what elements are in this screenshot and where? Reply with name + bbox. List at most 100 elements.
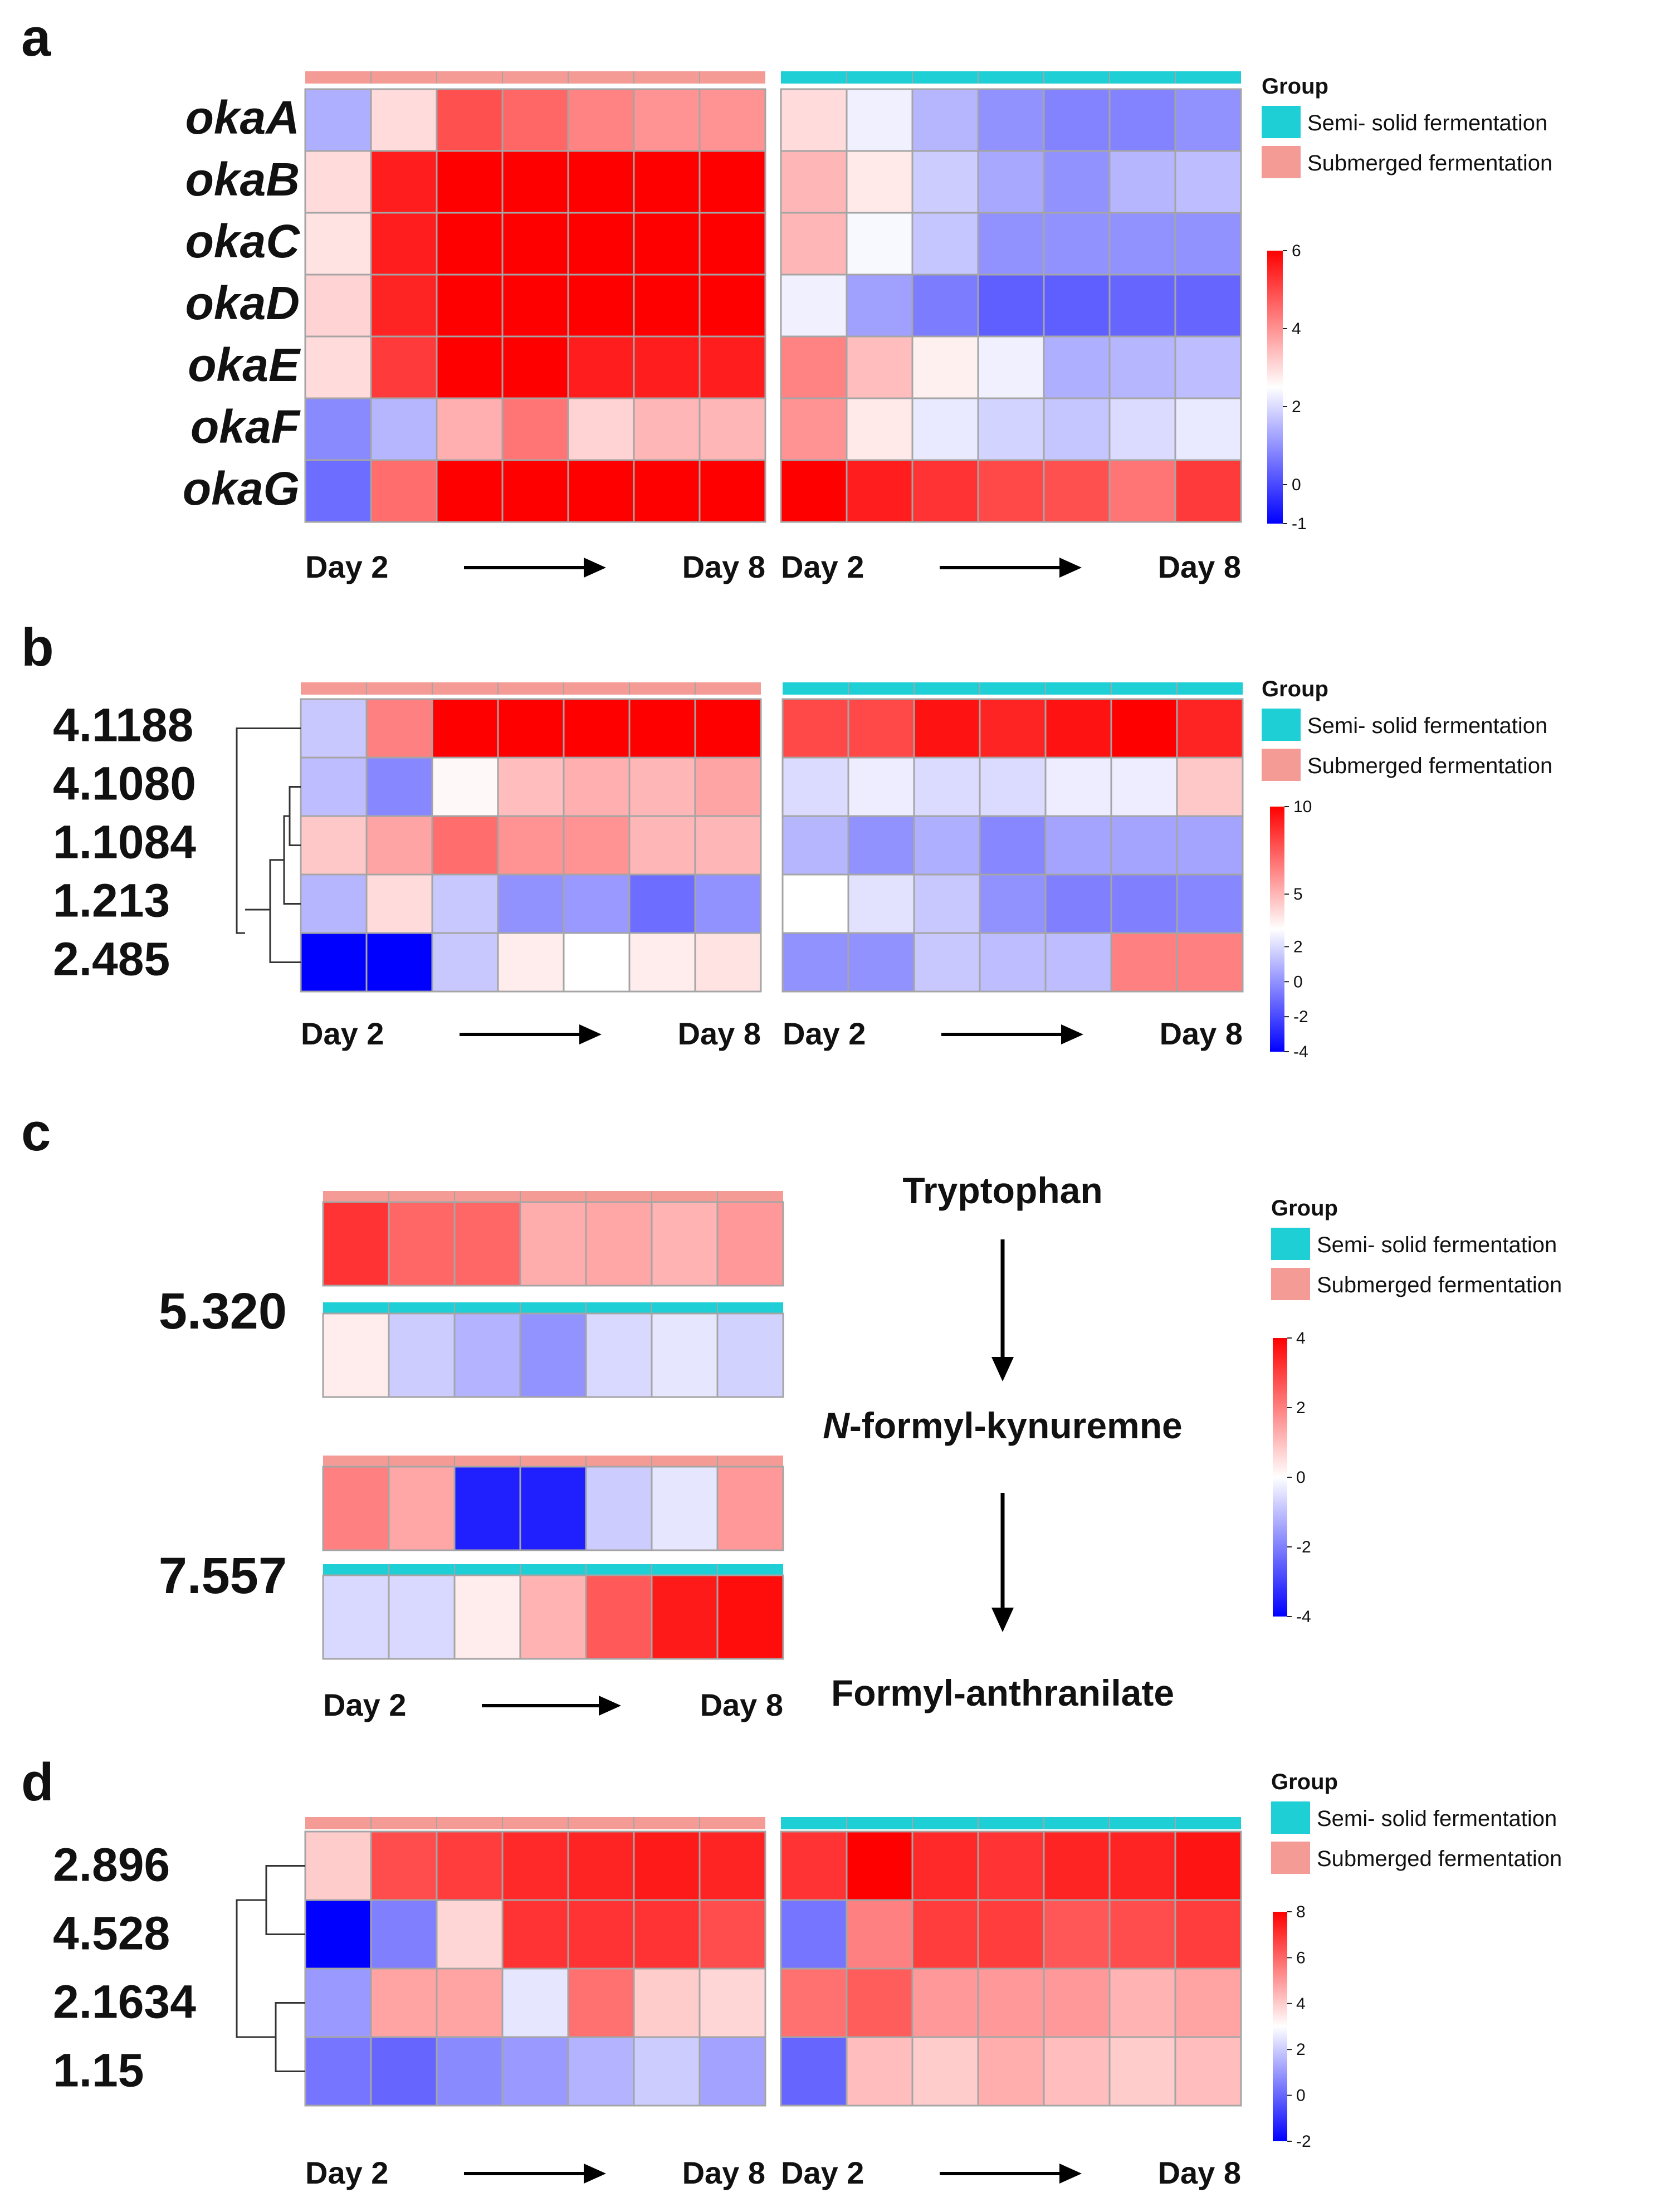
dendrogram-branch [289,786,301,846]
heatmap-cell [304,150,372,214]
heatmap-cell [1043,1899,1111,1970]
x-start-label: Day 2 [783,1016,866,1051]
heatmap-cell [781,873,849,934]
heatmap-cell [913,698,981,759]
colorbar-tick-label: 0 [1293,973,1303,991]
legend-swatch [1271,1801,1310,1834]
legend-title: Group [1262,74,1328,99]
heatmap-cell [628,815,696,876]
heatmap-cell [567,2036,635,2107]
heatmap-cell [436,1967,504,2038]
heatmap-cell [1043,335,1111,399]
colorbar-tick-label: 0 [1296,2087,1306,2105]
heatmap-cell [1043,2036,1111,2107]
heatmap-cell [846,1899,913,1970]
colorbar-tick-label: 2 [1296,2040,1306,2059]
heatmap-cell [977,1830,1045,1901]
heatmap-cell [501,397,569,461]
heatmap-cell [911,397,979,461]
dendrogram-branch [275,2002,305,2072]
row-label: 4.1080 [53,758,196,810]
heatmap-cell [977,150,1045,214]
heatmap-cell [698,2036,766,2107]
heatmap-cell [633,335,701,399]
x-end-label: Day 8 [682,2155,765,2190]
row-label: okaD [185,277,300,329]
legend-title: Group [1271,1196,1338,1220]
colorbar-tick-label: 2 [1296,1399,1306,1417]
heatmap-cell [436,1899,504,1970]
row-label: okaE [188,339,301,391]
heatmap-cell [911,88,979,152]
heatmap-cell [563,756,631,817]
heatmap-cell [847,873,915,934]
arrow-head [584,558,606,578]
heatmap-cell [1176,932,1244,993]
heatmap-cell [698,150,766,214]
heatmap-cell [913,932,981,993]
heatmap-cell [1043,212,1111,276]
heatmap-cell [567,150,635,214]
heatmap-cell [563,873,631,934]
row-label: okaB [185,153,300,206]
heatmap-cell [1044,698,1112,759]
pathway-arrow-head [991,1608,1014,1632]
heatmap-cell [431,932,499,993]
heatmap-cell [1110,873,1178,934]
heatmap-cell [698,1967,766,2038]
heatmap-cell [370,88,438,152]
row-label: okaC [185,215,301,267]
heatmap-cell [780,1967,848,2038]
heatmap-cell [1110,698,1178,759]
heatmap-cell [300,932,368,993]
heatmap-cell [694,815,762,876]
heatmap-cell [365,756,433,817]
heatmap-cell [365,873,433,934]
heatmap-cell [698,88,766,152]
colorbar-tick-label: 6 [1296,1949,1306,1967]
heatmap-cell [519,1312,587,1398]
heatmap-cell [651,1201,719,1287]
row-label: 1.213 [53,875,170,927]
legend-label: Submerged fermentation [1307,151,1552,175]
heatmap-cell [716,1312,784,1398]
heatmap-cell [1174,2036,1242,2107]
heatmap-cell [300,815,368,876]
heatmap-cell [322,1201,390,1287]
heatmap-cell [716,1574,784,1660]
heatmap-cell [911,1830,979,1901]
heatmap-cell [497,756,565,817]
heatmap-cell [781,932,849,993]
heatmap-cell [977,459,1045,523]
heatmap-cell [304,397,372,461]
heatmap-cell [501,1967,569,2038]
heatmap-cell [365,932,433,993]
heatmap-cell [431,815,499,876]
legend-label: Semi- solid fermentation [1307,714,1547,738]
panel-b: b Day 2 Day 8 Day 2 Day 8 4.1188 4.1080 1.1084 1… [21,618,1552,1061]
heatmap-cell [780,397,848,461]
heatmap-cell [651,1574,719,1660]
heatmap-cell [497,932,565,993]
heatmap-cell [563,932,631,993]
heatmap-cell [847,698,915,759]
heatmap-cell [846,459,913,523]
heatmap-cell [388,1201,456,1287]
heatmap-cell [698,335,766,399]
row-label: okaF [190,401,301,453]
heatmap-cell [1044,756,1112,817]
x-start-label: Day 2 [305,2155,388,2190]
heatmap-cell [1108,1830,1176,1901]
heatmap-cell [501,1830,569,1901]
heatmap-cell [436,212,504,276]
legend-label: Semi- solid fermentation [1317,1806,1557,1831]
heatmap-cell [846,212,913,276]
row-label: okaG [183,462,300,515]
heatmap-cell [370,1967,438,2038]
heatmap-cell [370,397,438,461]
group-annotation-bar [323,1456,783,1467]
heatmap-cell [567,274,635,338]
dendrogram-branch [236,727,301,934]
heatmap-cell [567,459,635,523]
